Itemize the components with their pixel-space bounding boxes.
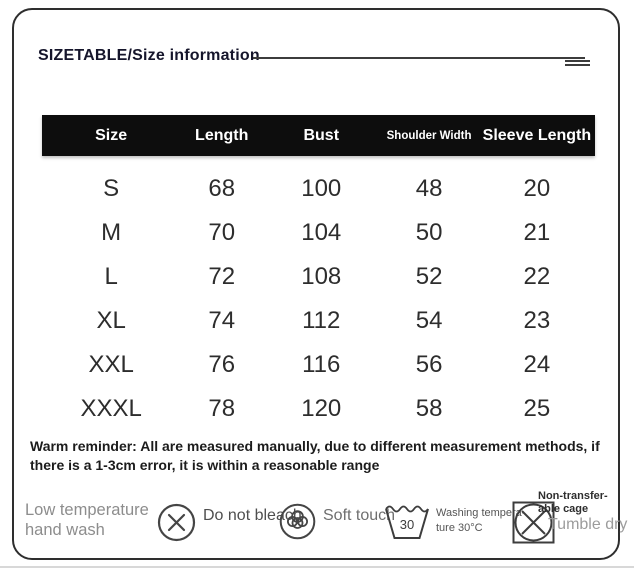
table-cell: 104	[301, 219, 342, 246]
non-transferable-cage-label: Non-transfer- able cage	[538, 490, 608, 515]
table-cell: M	[101, 219, 122, 246]
hand-wash-label: Low temperature hand wash	[25, 501, 149, 539]
table-cell: 112	[302, 307, 341, 334]
table-cell: 54	[415, 307, 443, 334]
table-cell: XXL	[88, 351, 134, 378]
table-cell: 24	[523, 351, 551, 378]
column-header-bust: Bust	[303, 126, 340, 144]
title-divider-line	[253, 57, 585, 59]
washing-temperature-icon: 30	[385, 505, 429, 539]
bottom-divider-line	[0, 566, 634, 568]
table-cell: 78	[208, 395, 236, 422]
table-cell: 56	[415, 351, 443, 378]
card-border	[12, 8, 620, 560]
size-table-body: S 68 100 48 20 M 70 104 50 21 L 72 108 5…	[42, 167, 595, 431]
tumble-dry-label: Tumble dry	[548, 516, 628, 533]
washing-temperature-label: Washing tempera- ture 30°C	[436, 507, 526, 534]
care-washing-temperature: 30 Washing tempera- ture 30°C	[383, 501, 525, 541]
table-cell: 23	[523, 307, 551, 334]
column-header-shoulder-width: Shoulder Width	[386, 129, 472, 142]
table-cell: 50	[415, 219, 443, 246]
table-row: XXXL 78 120 58 25	[42, 387, 595, 431]
column-header-length: Length	[195, 126, 249, 144]
do-not-bleach-icon	[157, 503, 196, 542]
table-cell: 48	[415, 175, 443, 202]
table-cell: 25	[523, 395, 551, 422]
warm-reminder-text: Warm reminder: All are measured manually…	[30, 438, 600, 473]
table-cell: 108	[301, 263, 342, 290]
care-soft-touch: Soft touch	[279, 503, 395, 540]
table-cell: 22	[523, 263, 551, 290]
table-cell: 100	[301, 175, 342, 202]
washing-temperature-value: 30	[400, 517, 414, 532]
do-not-tumble-dry-icon	[512, 501, 555, 544]
table-cell: XXXL	[80, 395, 142, 422]
table-row: XL 74 112 54 23	[42, 299, 595, 343]
soft-touch-label: Soft touch	[323, 507, 396, 524]
table-cell: L	[104, 263, 118, 290]
table-cell: 70	[208, 219, 236, 246]
table-cell: 68	[208, 175, 236, 202]
table-cell: 20	[523, 175, 551, 202]
table-row: S 68 100 48 20	[42, 167, 595, 211]
soft-touch-icon	[279, 503, 316, 540]
table-cell: 120	[301, 395, 342, 422]
equals-mark	[565, 60, 590, 68]
care-do-not-tumble-dry: Non-transfer- able cage Tumble dry	[512, 490, 627, 552]
do-not-bleach-label: Do not bleach	[203, 507, 302, 524]
table-cell: XL	[96, 307, 126, 334]
column-header-size: Size	[95, 126, 128, 144]
care-hand-wash: Low temperature hand wash	[25, 501, 170, 541]
column-header-sleeve-length: Sleeve Length	[482, 126, 592, 144]
size-table-header: Size Length Bust Shoulder Width Sleeve L…	[42, 115, 595, 156]
care-do-not-bleach: Do not bleach	[157, 503, 302, 542]
table-cell: 74	[208, 307, 236, 334]
table-row: L 72 108 52 22	[42, 255, 595, 299]
table-cell: 116	[302, 351, 341, 378]
section-title: SIZETABLE/Size information	[38, 47, 260, 64]
table-row: XXL 76 116 56 24	[42, 343, 595, 387]
table-cell: 21	[523, 219, 551, 246]
table-row: M 70 104 50 21	[42, 211, 595, 255]
table-cell: 52	[415, 263, 443, 290]
table-cell: 72	[208, 263, 236, 290]
table-cell: S	[103, 175, 120, 202]
table-cell: 76	[208, 351, 236, 378]
table-cell: 58	[415, 395, 443, 422]
